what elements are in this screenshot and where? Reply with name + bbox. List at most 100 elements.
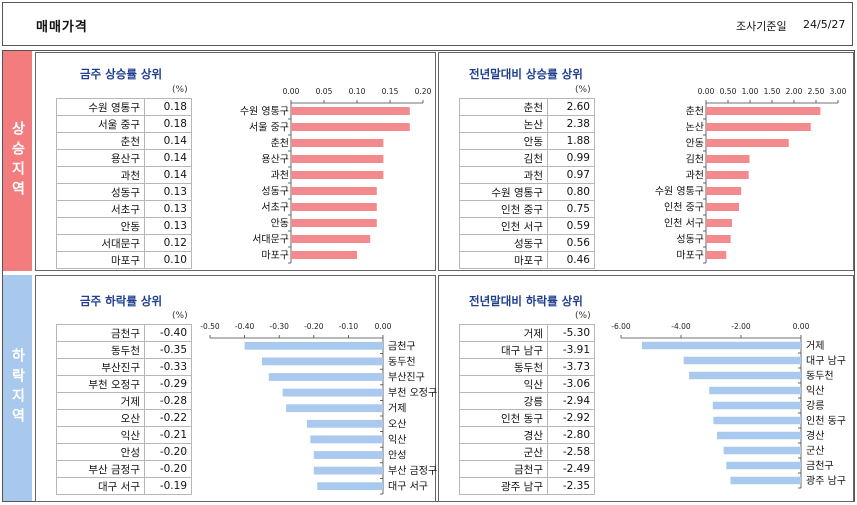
- region-value: 0.99: [547, 149, 595, 167]
- region-value: -3.91: [547, 341, 595, 359]
- region-name: 인천 서구: [459, 217, 548, 235]
- category-label: 논산: [686, 122, 704, 134]
- region-value: 0.14: [144, 132, 192, 150]
- region-value: -3.06: [547, 375, 595, 393]
- category-label: 서대문구: [252, 234, 289, 246]
- region-name: 부산 금정구: [56, 460, 145, 478]
- bar-chart: -0.50 -0.40 -0.30 -0.20 -0.10 0.00 금천구동두천부산진구부…: [200, 322, 437, 495]
- region-value: -2.80: [547, 426, 595, 444]
- bar: [706, 123, 811, 131]
- bar: [723, 446, 801, 455]
- bar: [706, 251, 727, 259]
- region-value: 0.10: [144, 251, 192, 269]
- category-label: 대구 남구: [806, 355, 846, 367]
- region-name: 동두천: [459, 358, 548, 376]
- bar: [313, 451, 383, 459]
- region-value: 0.14: [144, 149, 192, 167]
- region-value: -0.20: [144, 460, 192, 478]
- region-name: 부산진구: [56, 358, 145, 376]
- region-name: 과천: [56, 166, 145, 184]
- region-name: 논산: [459, 115, 548, 133]
- category-label: 부천 오정구: [388, 387, 437, 399]
- tick-label: -0.20: [304, 322, 324, 331]
- table-row: 거제 -0.28: [56, 392, 192, 410]
- bar: [291, 203, 377, 211]
- tick-label: -0.10: [339, 322, 359, 331]
- region-value: -0.21: [144, 426, 192, 444]
- table-row: 부산 금정구 -0.20: [56, 460, 192, 478]
- region-name: 마포구: [459, 251, 548, 269]
- category-label: 익산: [806, 385, 824, 397]
- unit-label: (%): [172, 311, 188, 321]
- region-value: -2.58: [547, 443, 595, 461]
- bar: [291, 187, 377, 195]
- tick-label: 2.50: [808, 87, 825, 96]
- tick-label: 2.00: [786, 87, 803, 96]
- bar: [726, 461, 801, 470]
- region-value: -0.40: [144, 324, 192, 342]
- region-name: 대구 남구: [459, 341, 548, 359]
- category-label: 김천: [686, 154, 704, 166]
- bar: [706, 107, 821, 115]
- table-row: 춘천 0.14: [56, 132, 192, 150]
- table-row: 익산 -3.06: [459, 375, 595, 393]
- bar: [706, 203, 739, 211]
- category-label: 과천: [271, 170, 289, 182]
- bar: [706, 139, 789, 147]
- category-label: 오산: [388, 418, 406, 430]
- table-row: 강릉 -2.94: [459, 392, 595, 410]
- bar: [291, 139, 384, 147]
- bar: [706, 219, 732, 227]
- page-title: 매매가격: [36, 20, 88, 35]
- table-row: 과천 0.97: [459, 166, 595, 184]
- table-row: 대구 남구 -3.91: [459, 341, 595, 359]
- tick-label: 1.00: [742, 87, 759, 96]
- region-name: 익산: [459, 375, 548, 393]
- region-name: 금천구: [459, 460, 548, 478]
- bar: [706, 187, 742, 195]
- panel-title: 전년말대비 상승률 상위: [469, 67, 583, 81]
- bar: [286, 404, 383, 413]
- region-value: -3.73: [547, 358, 595, 376]
- table-row: 오산 -0.22: [56, 409, 192, 427]
- tick-label: 0.05: [316, 87, 333, 96]
- tick-label: 1.50: [764, 87, 781, 96]
- category-label: 서울 중구: [249, 122, 289, 134]
- region-value: -0.35: [144, 341, 192, 359]
- region-value: 0.13: [144, 200, 192, 218]
- tick-label: -0.40: [235, 322, 255, 331]
- region-name: 거제: [459, 324, 548, 342]
- tick-label: 0.20: [415, 87, 432, 96]
- category-label: 인천 동구: [806, 415, 846, 427]
- region-name: 금천구: [56, 324, 145, 342]
- region-value: 2.38: [547, 115, 595, 133]
- table-row: 거제 -5.30: [459, 324, 595, 342]
- table-row: 수원 영통구 0.18: [56, 98, 192, 116]
- tick-label: -6.00: [611, 322, 631, 331]
- table-row: 마포구 0.10: [56, 251, 192, 269]
- table-row: 동두천 -3.73: [459, 358, 595, 376]
- table-row: 군산 -2.58: [459, 443, 595, 461]
- region-name: 강릉: [459, 392, 548, 410]
- category-label: 경산: [806, 429, 824, 442]
- region-value: -5.30: [547, 324, 595, 342]
- category-label: 성동구: [261, 186, 289, 198]
- category-label: 익산: [388, 434, 406, 446]
- region-name: 군산: [459, 443, 548, 461]
- panel-ytd-up: 전년말대비 상승률 상위 (%) 춘천 2.60 논산 2.38 안동 1.88 김천 0.9…: [438, 52, 854, 271]
- table-row: 마포구 0.46: [459, 251, 595, 269]
- panel-title: 금주 하락률 상위: [80, 294, 163, 308]
- table-row: 인천 동구 -2.92: [459, 409, 595, 427]
- region-name: 용산구: [56, 149, 145, 167]
- category-label: 부산진구: [388, 372, 425, 384]
- bar: [709, 386, 801, 395]
- table-row: 부산진구 -0.33: [56, 358, 192, 376]
- category-label: 안동: [686, 138, 704, 150]
- panel-title: 전년말대비 하락률 상위: [469, 294, 583, 308]
- table-row: 용산구 0.14: [56, 149, 192, 167]
- category-label: 금천구: [806, 460, 834, 472]
- side-label-up: 상승지역: [3, 51, 32, 271]
- region-name: 광주 남구: [459, 477, 548, 495]
- tick-label: -4.00: [671, 322, 691, 331]
- category-label: 금천구: [388, 340, 416, 352]
